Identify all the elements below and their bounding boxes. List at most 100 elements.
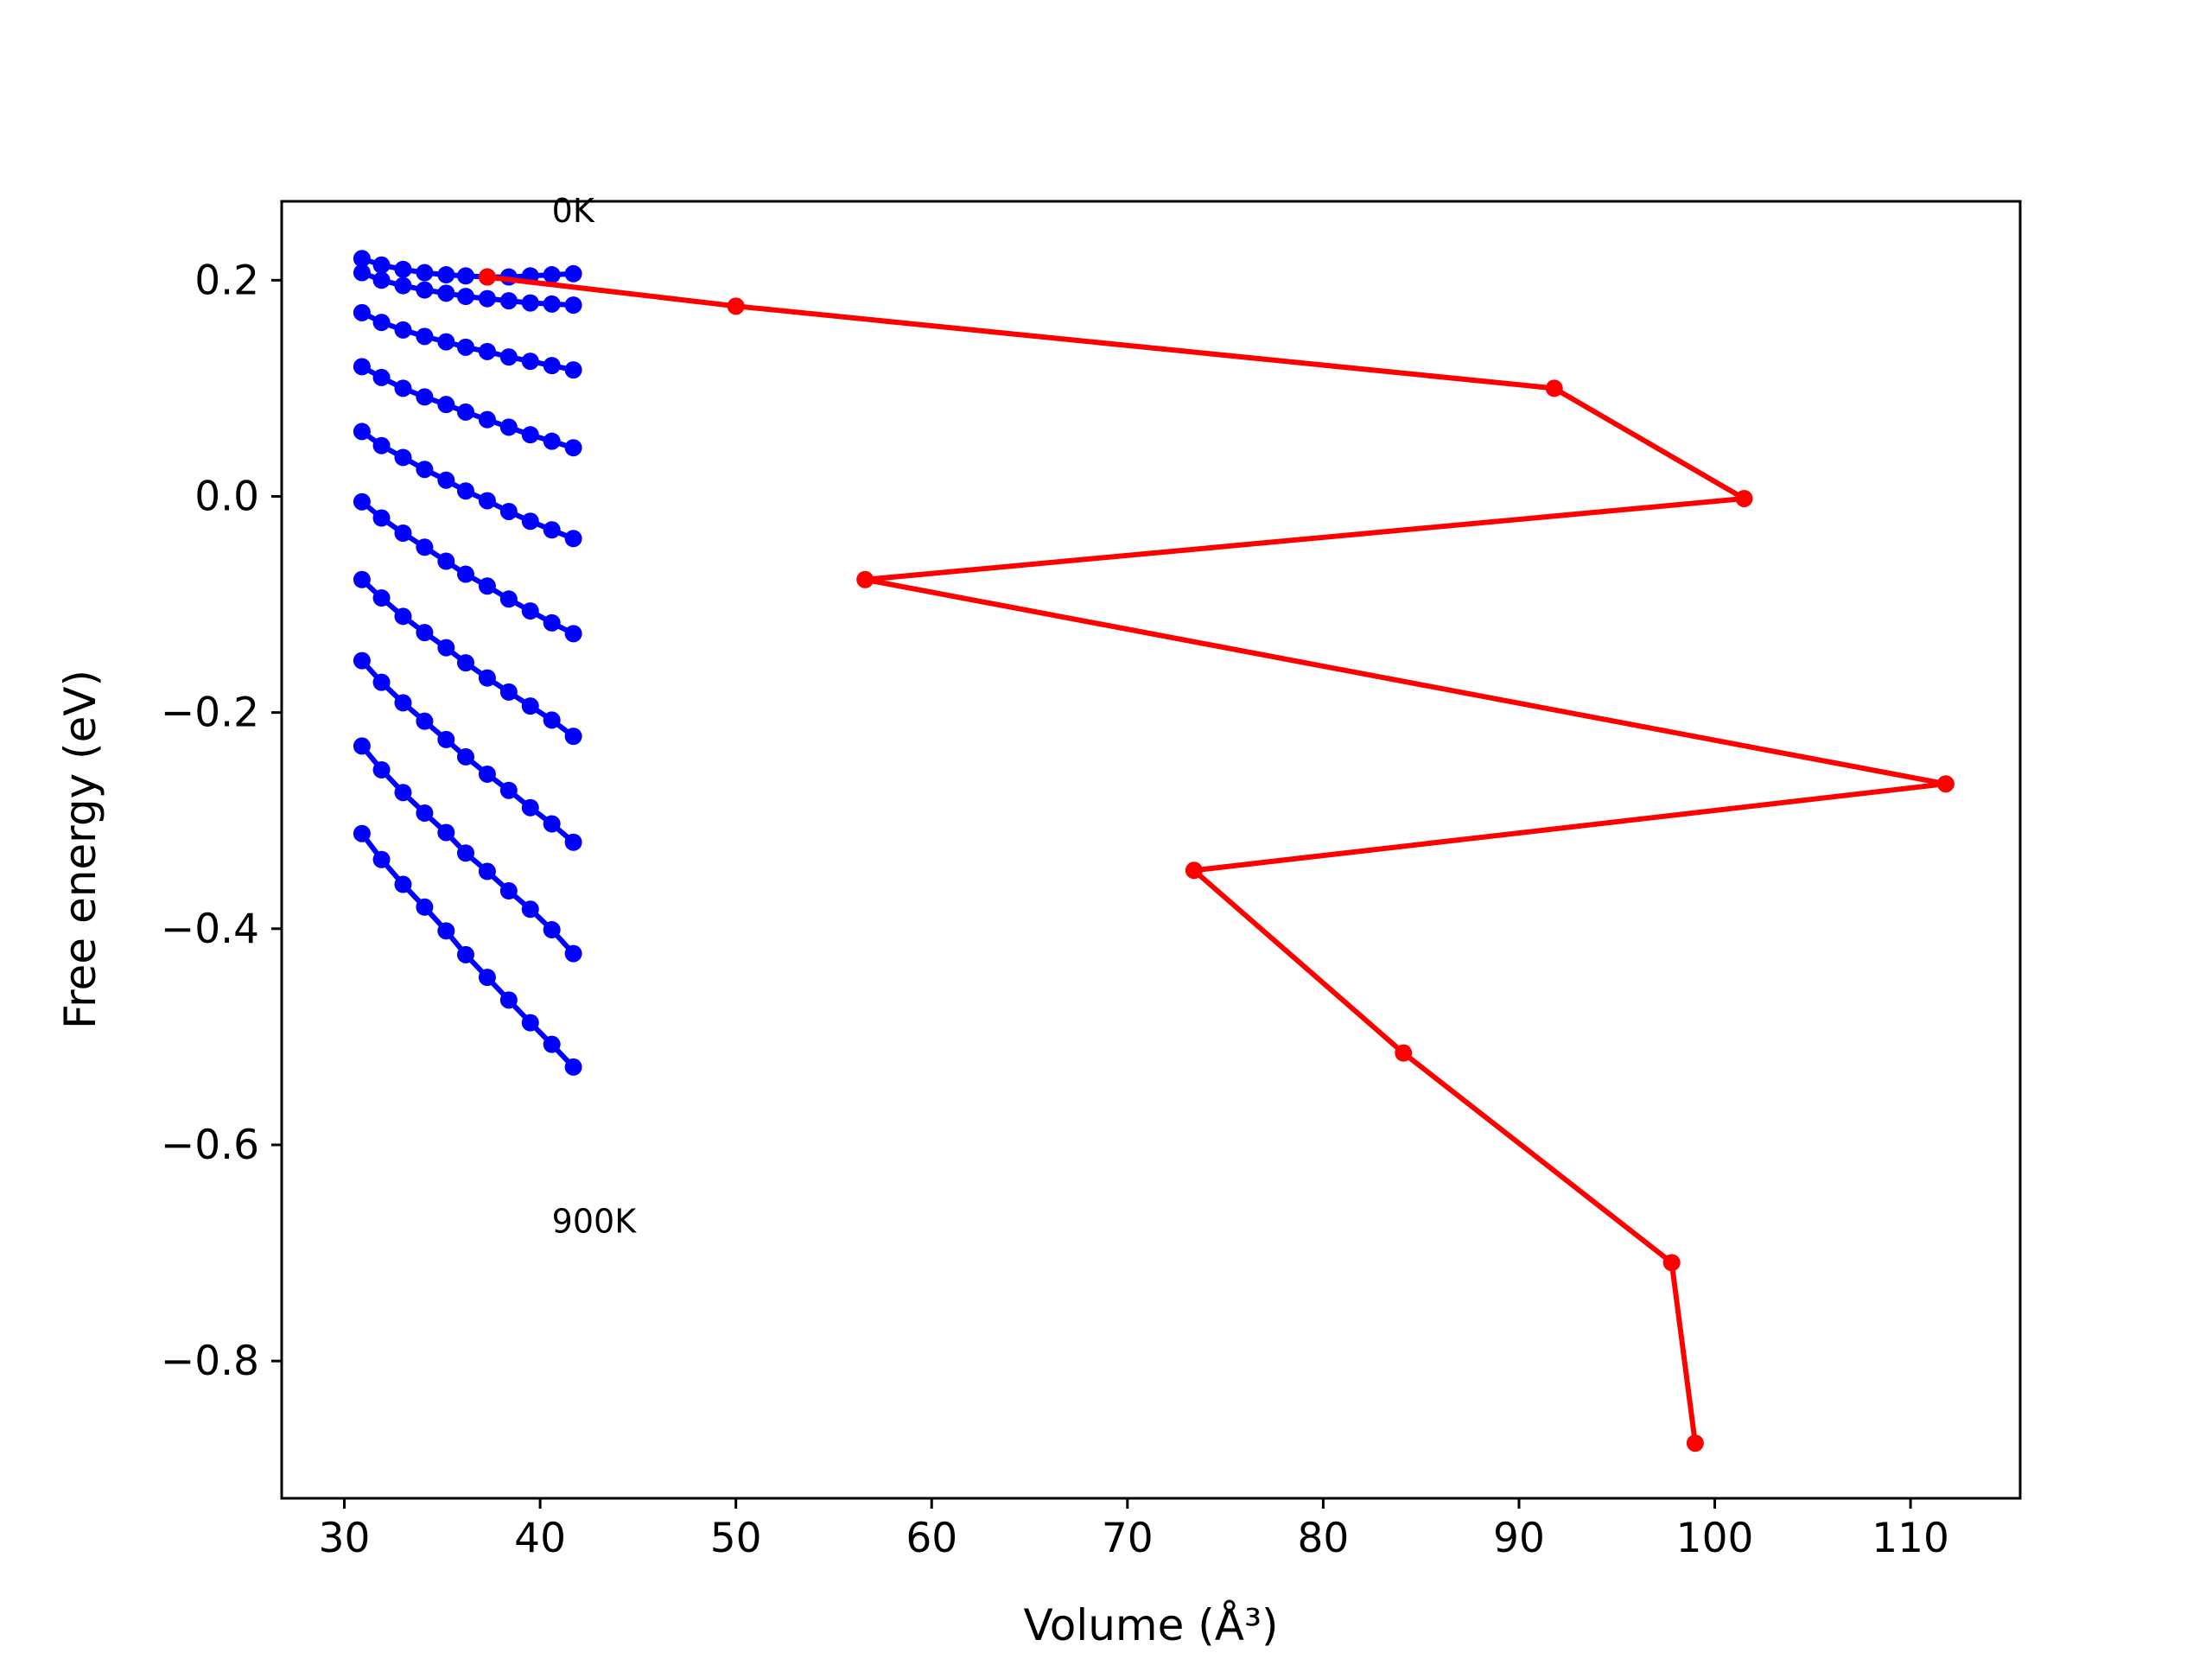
curve-point — [499, 991, 518, 1009]
curve-point — [437, 396, 455, 414]
minimum-path-point — [478, 268, 496, 286]
curve-point — [353, 652, 371, 670]
curve-point — [353, 570, 371, 588]
curve-point — [521, 798, 539, 817]
curve-point — [499, 590, 518, 608]
curve-point — [499, 781, 518, 799]
curve-point — [499, 348, 518, 366]
y-tick-label: −0.8 — [161, 1338, 259, 1385]
curve-point — [521, 1014, 539, 1032]
curve-point — [416, 898, 434, 916]
curve-point — [456, 482, 474, 500]
y-axis-label: Free energy (eV) — [55, 670, 105, 1029]
x-tick-label: 100 — [1676, 1515, 1754, 1562]
curve-point — [394, 276, 412, 295]
curve-point — [437, 266, 455, 284]
curve-point — [353, 250, 371, 268]
curve-point — [416, 327, 434, 346]
curve-point — [394, 448, 412, 467]
minimum-path-point — [856, 570, 874, 588]
curve-point — [372, 314, 391, 332]
curve-point — [478, 289, 496, 308]
curve-point — [372, 509, 391, 527]
curve-point — [456, 945, 474, 963]
curve-point — [437, 333, 455, 351]
curve-point — [564, 944, 582, 963]
curve-point — [521, 512, 539, 531]
curve-point — [372, 368, 391, 386]
curve-point — [564, 361, 582, 379]
x-tick-label: 80 — [1297, 1515, 1349, 1562]
x-tick-label: 60 — [906, 1515, 957, 1562]
curve-point — [499, 418, 518, 436]
curve-point — [353, 358, 371, 376]
y-tick-label: 0.2 — [194, 257, 259, 304]
curve-point — [478, 765, 496, 783]
curve-point — [478, 669, 496, 687]
minimum-path-point — [1395, 1044, 1413, 1062]
curve-point — [543, 432, 561, 450]
plot-marks — [353, 250, 1955, 1452]
curve-point — [416, 281, 434, 299]
curve-point — [521, 602, 539, 620]
minimum-path-point — [1545, 379, 1563, 397]
curve-point — [353, 824, 371, 842]
y-tick-label: −0.4 — [161, 906, 259, 953]
curve-point — [437, 922, 455, 940]
curve-point — [353, 493, 371, 511]
curve-point — [416, 461, 434, 479]
curve-point — [478, 862, 496, 880]
curve-point — [372, 256, 391, 274]
minimum-path-point — [1936, 775, 1955, 793]
curve-point — [394, 875, 412, 893]
curve-point — [543, 921, 561, 939]
curve-point — [456, 654, 474, 672]
curve-point — [416, 388, 434, 406]
curve-point — [543, 1035, 561, 1053]
curve-point — [394, 784, 412, 802]
curve-point — [416, 804, 434, 822]
curve-point — [437, 284, 455, 302]
minimum-path-point — [1185, 861, 1203, 880]
x-tick-label: 50 — [710, 1515, 762, 1562]
curve-point — [521, 900, 539, 918]
y-axis: 0.2 0.0 −0.2 −0.4 −0.6 −0.8 — [161, 257, 282, 1385]
curve-point — [456, 288, 474, 306]
curve-point — [478, 342, 496, 360]
curve-point — [564, 625, 582, 643]
curve-point — [456, 747, 474, 766]
curve-point — [564, 439, 582, 457]
curve-point — [564, 728, 582, 746]
curve-point — [353, 737, 371, 755]
curve-point — [478, 410, 496, 429]
curve-point — [564, 833, 582, 851]
curve-point — [353, 264, 371, 282]
x-tick-label: 30 — [319, 1515, 371, 1562]
x-tick-label: 40 — [514, 1515, 566, 1562]
curve-point — [521, 294, 539, 312]
x-tick-label: 70 — [1102, 1515, 1154, 1562]
annotation-900k: 900K — [552, 1203, 638, 1241]
curve-point — [437, 823, 455, 842]
curve-point — [543, 711, 561, 729]
curve-point — [353, 423, 371, 441]
minimum-path-point — [1735, 489, 1753, 507]
curve-point — [456, 844, 474, 862]
curve-point — [353, 303, 371, 321]
minimum-path-line — [486, 274, 1948, 1444]
curve-point — [372, 760, 391, 779]
curve-point — [564, 264, 582, 283]
curve-point — [372, 673, 391, 691]
y-tick-label: 0.0 — [194, 473, 259, 520]
curve-point — [372, 589, 391, 607]
curve-point — [521, 697, 539, 715]
y-tick-label: −0.2 — [161, 690, 259, 737]
curve-point — [456, 403, 474, 421]
minimum-path-point — [1662, 1254, 1681, 1272]
curve-point — [437, 639, 455, 657]
x-tick-label: 90 — [1493, 1515, 1545, 1562]
curve-point — [564, 296, 582, 315]
curve-point — [564, 530, 582, 548]
